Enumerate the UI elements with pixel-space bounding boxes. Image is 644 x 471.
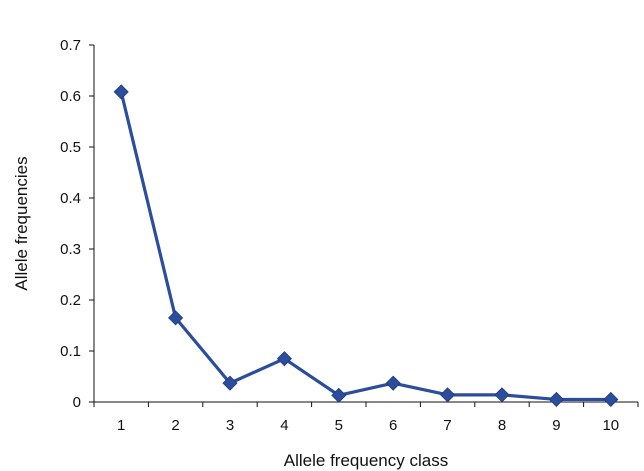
data-point-marker (222, 375, 238, 391)
x-tick-label: 1 (117, 417, 125, 434)
x-tick-label: 5 (335, 417, 343, 434)
x-tick-label: 7 (443, 417, 451, 434)
x-tick-label: 4 (280, 417, 288, 434)
x-axis-ticks: 1 2 3 4 5 6 7 8 9 10 (93, 402, 639, 434)
data-point-marker (385, 375, 401, 391)
data-point-marker (168, 310, 184, 326)
y-axis-title: Allele frequencies (12, 156, 31, 290)
y-tick-label: 0.6 (60, 88, 81, 105)
data-point-marker (331, 387, 347, 403)
data-point-marker (113, 84, 129, 100)
y-axis-ticks: 0 0.1 0.2 0.3 0.4 0.5 0.6 0.7 (60, 37, 94, 411)
x-tick-label: 6 (389, 417, 397, 434)
y-tick-label: 0.2 (60, 292, 81, 309)
y-tick-label: 0.1 (60, 343, 81, 360)
y-tick-label: 0.7 (60, 37, 81, 54)
data-point-marker (603, 391, 619, 408)
data-point-marker (494, 387, 510, 403)
x-tick-label: 8 (498, 417, 506, 434)
x-tick-label: 3 (226, 417, 234, 434)
y-tick-label: 0 (73, 394, 81, 411)
data-point-marker (548, 391, 564, 408)
y-tick-label: 0.3 (60, 241, 81, 258)
x-axis-title: Allele frequency class (284, 451, 448, 470)
x-tick-label: 10 (602, 417, 619, 434)
series-group (113, 84, 619, 408)
y-tick-label: 0.5 (60, 139, 81, 156)
axes (93, 45, 638, 403)
x-tick-label: 9 (552, 417, 560, 434)
data-point-marker (276, 351, 292, 367)
data-point-marker (440, 387, 456, 403)
series-line (119, 91, 611, 402)
y-tick-label: 0.4 (60, 190, 81, 207)
x-tick-label: 2 (171, 417, 179, 434)
